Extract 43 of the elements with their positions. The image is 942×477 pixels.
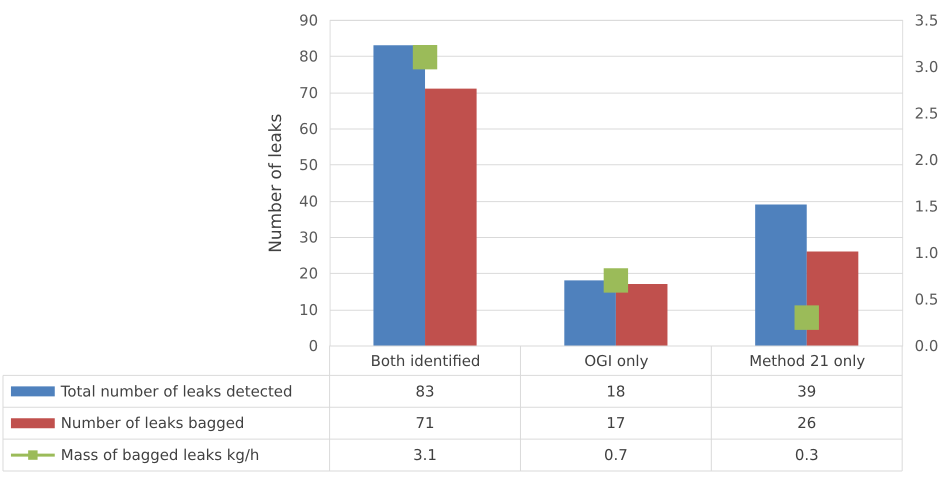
- y2-tick-label: 3.0: [914, 58, 938, 76]
- bar: [425, 88, 477, 346]
- legend-label: Total number of leaks detected: [60, 382, 292, 400]
- x-tick-label: Both identified: [370, 352, 480, 370]
- y2-tick-label: 0.5: [914, 290, 938, 308]
- bar: [616, 284, 668, 346]
- bar: [755, 204, 807, 346]
- y-tick-label: 40: [299, 192, 318, 210]
- data-label: 0.3: [794, 446, 819, 464]
- x-tick-label: Method 21 only: [749, 352, 866, 370]
- x-tick-label: OGI only: [584, 352, 649, 370]
- data-label: 18: [606, 382, 626, 400]
- y-tick-label: 60: [299, 120, 318, 138]
- bar: [373, 45, 426, 346]
- legend-label: Number of leaks bagged: [60, 414, 244, 432]
- y2-tick-label: 3.5: [914, 11, 938, 30]
- y-tick-label: 50: [299, 156, 318, 174]
- data-label: 71: [416, 414, 435, 432]
- data-label: 83: [416, 382, 435, 400]
- y2-tick-label: 2.0: [914, 150, 938, 169]
- y-tick-label: 0: [308, 337, 318, 356]
- bar: [564, 280, 616, 346]
- y-tick-label: 30: [299, 228, 318, 246]
- y-tick-label: 80: [299, 48, 318, 66]
- y2-tick-label: 1.0: [914, 244, 938, 262]
- bar: [806, 251, 858, 346]
- point: [794, 305, 819, 330]
- point: [604, 268, 628, 293]
- y-tick-label: 70: [299, 84, 318, 102]
- y-tick-label: 20: [299, 264, 318, 283]
- data-label: 26: [797, 414, 816, 432]
- data-label: 17: [606, 414, 626, 432]
- point: [412, 44, 438, 70]
- data-label: 0.7: [604, 446, 628, 464]
- y-tick-label: 10: [299, 300, 318, 319]
- y2-tick-label: 2.5: [914, 104, 938, 122]
- y2-tick-label: 0.0: [914, 337, 938, 356]
- y-tick-label: 90: [299, 11, 318, 30]
- y-axis-title: Number of leaks: [265, 114, 286, 253]
- legend-label: Mass of bagged leaks kg/h: [60, 446, 260, 464]
- data-label: 39: [797, 382, 816, 400]
- data-label: 3.1: [413, 446, 437, 464]
- y2-tick-label: 1.5: [914, 197, 938, 216]
